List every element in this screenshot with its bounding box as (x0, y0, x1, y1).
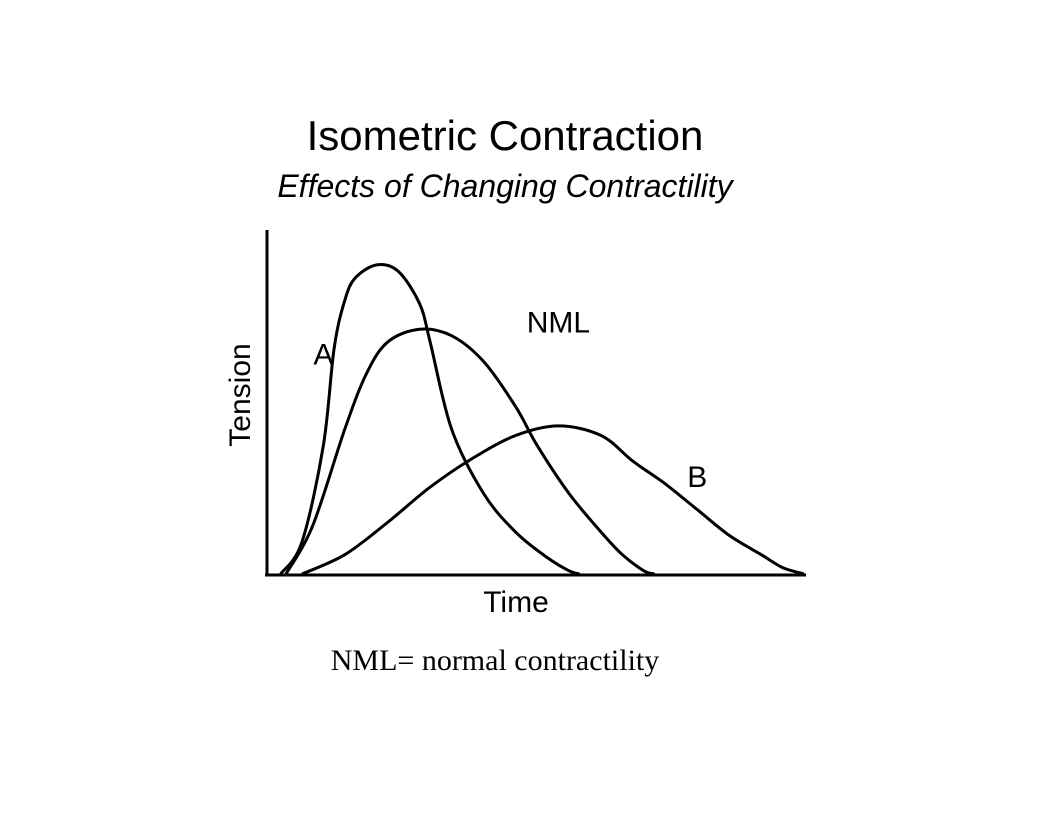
chart-title: Isometric Contraction (306, 112, 704, 159)
series-label-nml: NML (527, 307, 590, 340)
series-label-a: A (313, 339, 333, 372)
series-line-b (301, 424, 805, 576)
series-layer: A NML B (279, 263, 805, 576)
series-line-a (279, 263, 581, 576)
series-line-nml (284, 327, 655, 576)
series-label-b: B (687, 461, 707, 494)
y-axis-label: Tension (224, 343, 257, 446)
footnote-caption: NML= normal contractility (330, 644, 660, 677)
chart-subtitle: Effects of Changing Contractility (277, 168, 733, 204)
x-axis-label: Time (483, 586, 549, 619)
